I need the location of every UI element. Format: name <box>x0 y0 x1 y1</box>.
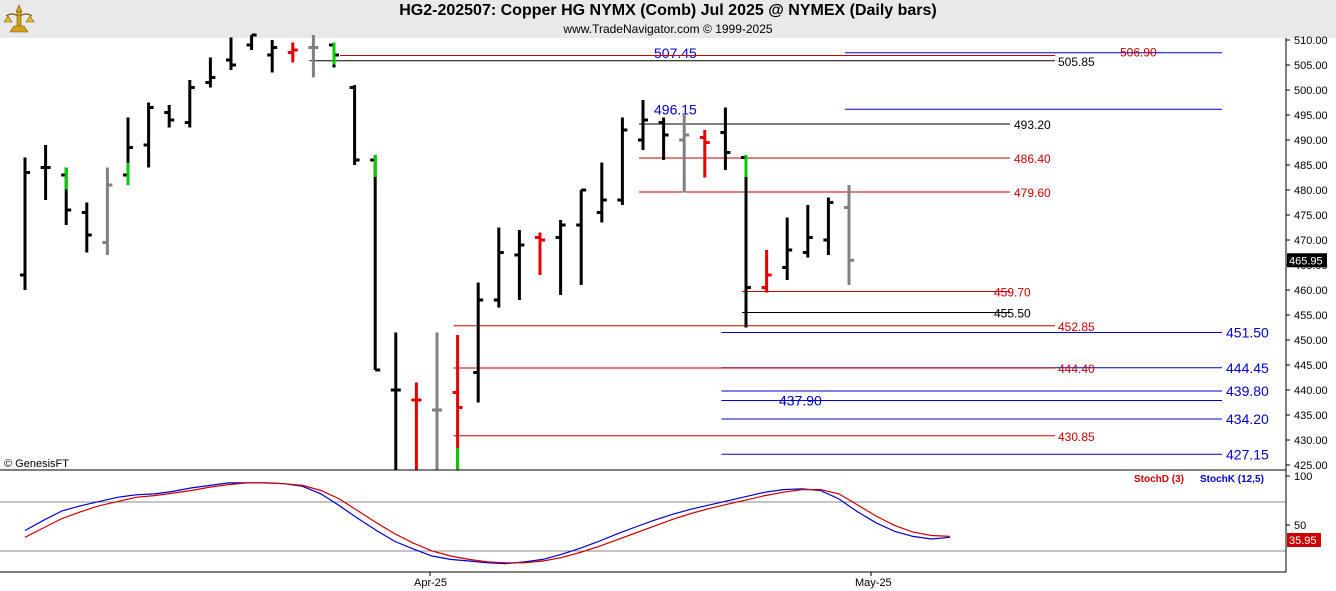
ohlc-bar <box>61 167 72 225</box>
stochk-line <box>24 482 951 565</box>
ohlc-bar <box>287 42 298 63</box>
ohlc-bar <box>741 155 751 328</box>
ohlc-bar <box>514 230 525 300</box>
ohlc-bar <box>823 197 834 255</box>
price-tick-label: 460.00 <box>1294 285 1328 297</box>
chart-title: HG2-202507: Copper HG NYMX (Comb) Jul 20… <box>399 2 937 19</box>
price-tick-label: 430.00 <box>1294 435 1328 447</box>
price-tick-label: 500.00 <box>1294 85 1328 97</box>
ohlc-bar <box>679 115 690 193</box>
ohlc-bar <box>535 232 545 275</box>
level-label: 444.45 <box>1226 360 1269 376</box>
ohlc-bar <box>761 250 772 293</box>
ohlc-bar <box>329 42 339 68</box>
level-label: 451.50 <box>1226 325 1269 341</box>
level-label: 455.50 <box>994 307 1031 321</box>
stochastic-pane: StochD (3) StochK (12,5) <box>0 474 1286 565</box>
ohlc-bar <box>123 117 133 185</box>
price-tick-label: 435.00 <box>1294 410 1328 422</box>
price-tick-label: 505.00 <box>1294 60 1328 72</box>
ohlc-bar <box>638 100 648 150</box>
level-label: 437.90 <box>779 393 822 409</box>
ohlc-bar <box>411 382 422 470</box>
ohlc-bar <box>782 217 793 280</box>
ohlc-bar <box>20 157 30 290</box>
ohlc-bar <box>617 117 628 205</box>
ohlc-bar <box>370 155 381 372</box>
level-label: 444.40 <box>1058 362 1095 376</box>
price-tick-label: 485.00 <box>1294 160 1328 172</box>
ohlc-bar <box>164 105 175 128</box>
ohlc-bar <box>143 102 154 168</box>
time-tick-label: May-25 <box>855 577 892 589</box>
price-pane: 507.45 506.90 505.85 496.15 493.20 486.40 479.… <box>20 33 1269 470</box>
level-label: 505.85 <box>1058 55 1095 69</box>
price-tick-label: 455.00 <box>1294 310 1328 322</box>
ohlc-bar <box>205 57 216 88</box>
ohlc-bar <box>81 202 92 253</box>
ohlc-bar <box>473 282 484 403</box>
price-tick-label: 495.00 <box>1294 110 1328 122</box>
level-label: 452.85 <box>1058 320 1095 334</box>
legend-stochk: StochK (12,5) <box>1200 474 1264 485</box>
price-tick-label: 440.00 <box>1294 385 1328 397</box>
ohlc-bar <box>493 227 504 308</box>
price-tick-label: 450.00 <box>1294 335 1328 347</box>
level-label: 506.90 <box>1120 46 1157 60</box>
axes: 510.00 505.00 500.00 495.00 490.00 485.00 480.… <box>0 35 1328 589</box>
ohlc-bar <box>576 188 587 285</box>
price-tick-label: 470.00 <box>1294 235 1328 247</box>
copyright-label: © GenesisFT <box>4 458 69 470</box>
ohlc-bar <box>349 85 360 165</box>
trade-navigator-logo-icon <box>3 4 35 33</box>
price-tick-label: 475.00 <box>1294 210 1328 222</box>
ohlc-bar <box>720 107 731 170</box>
level-label: 439.80 <box>1226 383 1269 399</box>
price-tick-label: 480.00 <box>1294 185 1328 197</box>
stoch-last-label: 35.95 <box>1289 535 1317 547</box>
level-label: 434.20 <box>1226 411 1269 427</box>
stoch-tick-label: 50 <box>1294 520 1306 532</box>
ohlc-bar <box>390 332 401 470</box>
time-tick-label: Apr-25 <box>414 577 447 589</box>
level-label: 486.40 <box>1014 152 1051 166</box>
stoch-last-badge <box>1287 533 1321 547</box>
level-label: 430.85 <box>1058 430 1095 444</box>
level-label: 427.15 <box>1226 446 1269 462</box>
level-label: 496.15 <box>654 101 697 117</box>
last-price-badge <box>1287 253 1327 268</box>
price-tick-label: 490.00 <box>1294 135 1328 147</box>
ohlc-bar <box>699 130 710 178</box>
ohlc-bar <box>844 185 854 285</box>
ohlc-bar <box>184 80 195 128</box>
ohlc-bar <box>452 335 463 470</box>
price-tick-label: 425.00 <box>1294 460 1328 472</box>
ohlc-bar <box>102 167 113 255</box>
ohlc-bar <box>246 33 257 50</box>
stoch-tick-label: 100 <box>1294 471 1312 483</box>
ohlc-bar <box>226 37 236 70</box>
legend-stochd: StochD (3) <box>1134 474 1184 485</box>
ohlc-bar <box>267 40 278 73</box>
ohlc-bar <box>308 35 319 78</box>
last-price-label: 465.95 <box>1289 255 1323 267</box>
stochd-line <box>24 482 951 564</box>
level-label: 493.20 <box>1014 118 1051 132</box>
level-label: 479.60 <box>1014 186 1051 200</box>
level-label: 459.70 <box>994 286 1031 300</box>
level-label: 507.45 <box>654 45 697 61</box>
chart-subtitle: www.TradeNavigator.com © 1999-2025 <box>563 22 773 36</box>
price-tick-label: 445.00 <box>1294 360 1328 372</box>
ohlc-bar <box>40 145 51 200</box>
ohlc-bar <box>596 162 607 223</box>
ohlc-bar <box>802 205 813 258</box>
ohlc-bar <box>658 117 669 160</box>
price-tick-label: 510.00 <box>1294 35 1328 47</box>
ohlc-bar <box>432 332 442 470</box>
chart-header: HG2-202507: Copper HG NYMX (Comb) Jul 20… <box>0 0 1336 38</box>
ohlc-bar <box>555 220 566 295</box>
